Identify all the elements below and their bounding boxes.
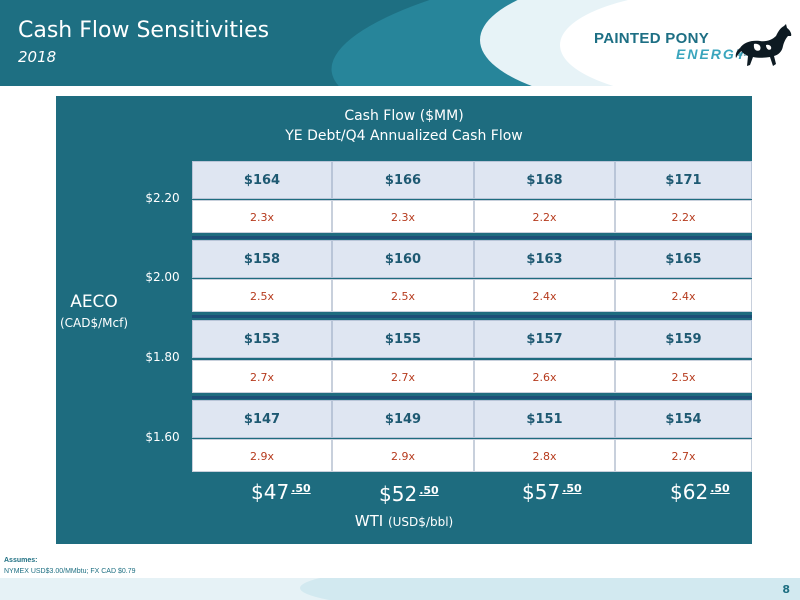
cash-flow-cell: $165: [615, 240, 752, 278]
cash-flow-cell: $147: [192, 400, 332, 438]
table-heading: Cash Flow ($MM): [344, 108, 464, 124]
ratio-cell: 2.2x: [615, 200, 752, 233]
row-separator: [192, 396, 752, 399]
wti-price-main: $57: [522, 480, 561, 504]
aeco-price-label: $2.00: [133, 239, 192, 315]
cash-flow-cell: $168: [474, 161, 615, 199]
cash-flow-cell: $171: [615, 161, 752, 199]
footer-wave: [300, 578, 800, 600]
ratio-cell: 2.7x: [615, 439, 752, 472]
slide-title: Cash Flow Sensitivities: [18, 18, 270, 43]
aeco-price-label: $1.80: [133, 318, 192, 396]
ratio-cell: 2.2x: [474, 200, 615, 233]
ratio-cell: 2.3x: [192, 200, 332, 233]
logo-text-line1: PAINTED PONY: [594, 30, 710, 47]
row-separator: [192, 315, 752, 318]
cash-flow-cell: $166: [332, 161, 474, 199]
company-logo: PAINTED PONY ENERGY LTD: [594, 24, 794, 74]
ratio-cell: 2.6x: [474, 360, 615, 393]
aeco-price-label: $1.60: [133, 399, 192, 475]
cash-flow-cell: $153: [192, 320, 332, 358]
row-separator: [192, 236, 752, 239]
wti-price-cents: .50: [291, 482, 311, 495]
cash-flow-cell: $155: [332, 320, 474, 358]
ratio-cell: 2.5x: [332, 279, 474, 312]
aeco-unit: (CAD$/Mcf): [59, 316, 129, 330]
ratio-cell: 2.7x: [332, 360, 474, 393]
horse-icon: [735, 24, 792, 66]
cash-flow-cell: $157: [474, 320, 615, 358]
slide-footer: [0, 578, 800, 600]
row-axis-label: AECO (CAD$/Mcf): [56, 292, 132, 330]
footnote-heading: Assumes:: [4, 557, 38, 564]
wti-price-label: $52.50: [379, 482, 439, 506]
table-subheading: YE Debt/Q4 Annualized Cash Flow: [285, 128, 523, 144]
aeco-label: AECO: [70, 292, 118, 312]
column-axis-label: WTI (USD$/bbl): [56, 512, 752, 530]
wti-unit: (USD$/bbl): [387, 515, 454, 529]
aeco-price-label: $2.20: [133, 160, 192, 236]
footnote-text: NYMEX USD$3.00/MMbtu; FX CAD $0.79: [4, 568, 136, 575]
cash-flow-cell: $151: [474, 400, 615, 438]
ratio-cell: 2.9x: [192, 439, 332, 472]
cash-flow-cell: $154: [615, 400, 752, 438]
slide-subtitle: 2018: [18, 48, 57, 66]
ratio-cell: 2.8x: [474, 439, 615, 472]
wti-price-main: $62: [670, 480, 709, 504]
logo-text-line2: ENERGY: [676, 46, 748, 62]
wti-price-main: $47: [251, 480, 290, 504]
wti-price-cents: .50: [562, 482, 582, 495]
ratio-cell: 2.7x: [192, 360, 332, 393]
ratio-cell: 2.4x: [474, 279, 615, 312]
cash-flow-cell: $158: [192, 240, 332, 278]
cash-flow-cell: $160: [332, 240, 474, 278]
cash-flow-cell: $163: [474, 240, 615, 278]
cash-flow-cell: $164: [192, 161, 332, 199]
wti-label: WTI: [354, 512, 384, 530]
sensitivity-table-panel: Cash Flow ($MM) YE Debt/Q4 Annualized Ca…: [56, 96, 752, 544]
cash-flow-cell: $159: [615, 320, 752, 358]
wti-price-cents: .50: [710, 482, 730, 495]
ratio-cell: 2.3x: [332, 200, 474, 233]
cash-flow-cell: $149: [332, 400, 474, 438]
ratio-cell: 2.5x: [192, 279, 332, 312]
wti-price-label: $57.50: [522, 480, 582, 504]
wti-price-cents: .50: [419, 484, 439, 497]
wti-price-label: $62.50: [670, 480, 730, 504]
ratio-cell: 2.5x: [615, 360, 752, 393]
wti-price-main: $52: [379, 482, 418, 506]
ratio-cell: 2.9x: [332, 439, 474, 472]
ratio-cell: 2.4x: [615, 279, 752, 312]
wti-price-label: $47.50: [251, 480, 311, 504]
page-number: 8: [782, 583, 790, 596]
logo-text-ltd: LTD: [738, 52, 748, 58]
